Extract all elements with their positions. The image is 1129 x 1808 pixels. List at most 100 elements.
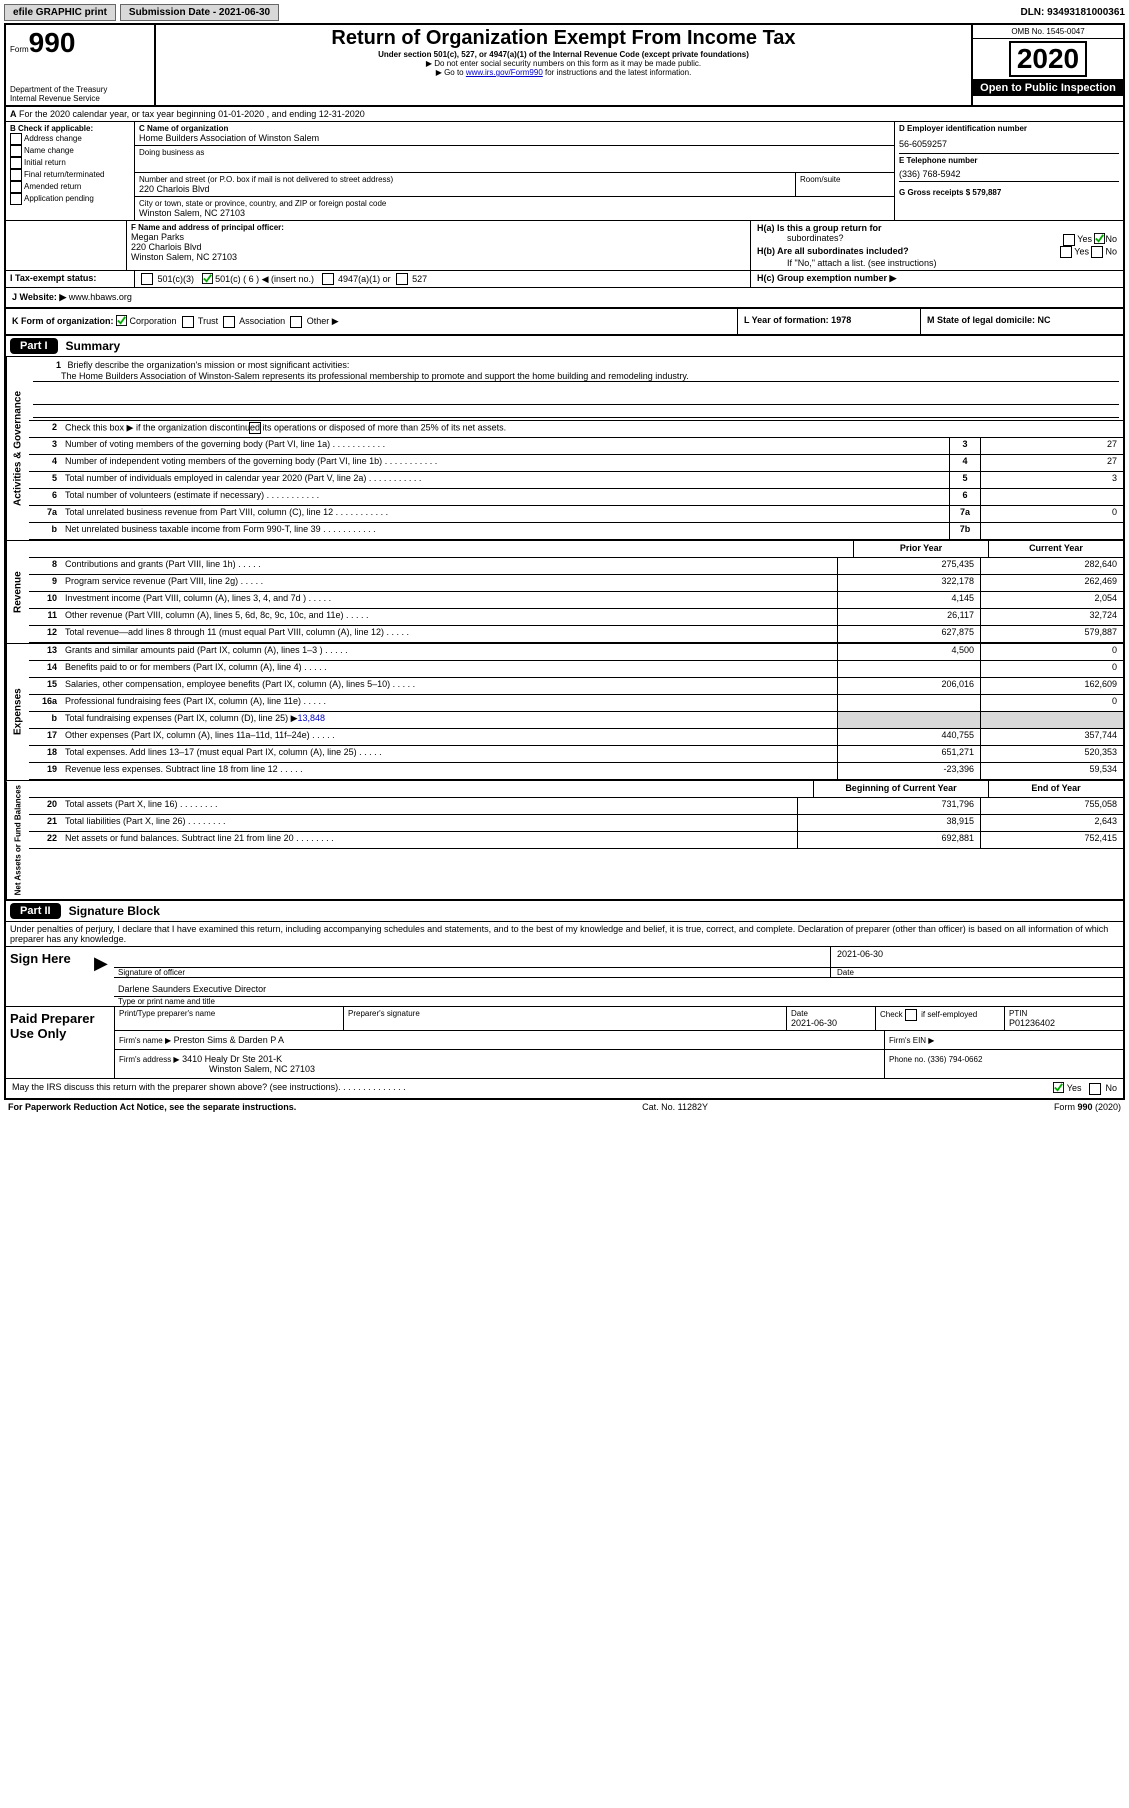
section-j: J Website: ▶ www.hbaws.org <box>6 288 1123 309</box>
b-title: B Check if applicable: <box>10 124 130 133</box>
exp-row: 13Grants and similar amounts paid (Part … <box>29 644 1123 661</box>
header-right: OMB No. 1545-0047 2020 Open to Public In… <box>973 25 1123 105</box>
sign-arrow-icon: ▶ <box>94 947 114 1006</box>
part-i-label: Part I <box>10 338 58 354</box>
b-opt-5[interactable]: Application pending <box>10 193 130 205</box>
chk-501c[interactable] <box>202 273 213 284</box>
rev-row: 9Program service revenue (Part VIII, lin… <box>29 575 1123 592</box>
topbar: efile GRAPHIC print Submission Date - 20… <box>4 4 1125 21</box>
form-container: Form990 Department of the Treasury Inter… <box>4 23 1125 1100</box>
section-klm: K Form of organization: Corporation Trus… <box>6 309 1123 336</box>
paid-preparer-row: Paid Preparer Use Only Print/Type prepar… <box>6 1007 1123 1079</box>
efile-btn[interactable]: efile GRAPHIC print <box>4 4 116 21</box>
col-end: End of Year <box>988 781 1123 797</box>
f-label: F Name and address of principal officer: <box>131 223 746 232</box>
instructions-link[interactable]: www.irs.gov/Form990 <box>466 68 543 77</box>
self-employed[interactable]: Check if self-employed <box>876 1007 1005 1030</box>
hb2: If "No," attach a list. (see instruction… <box>757 258 1117 268</box>
col-f: F Name and address of principal officer:… <box>127 221 751 270</box>
b-opt-2[interactable]: Initial return <box>10 157 130 169</box>
room-label: Room/suite <box>800 175 890 184</box>
hb-yesno[interactable]: Yes No <box>1060 246 1117 258</box>
col-b: B Check if applicable: Address change Na… <box>6 122 135 220</box>
note2-pre: ▶ Go to <box>436 68 466 77</box>
vlabel-gov: Activities & Governance <box>6 357 29 540</box>
name-title-label: Type or print name and title <box>114 997 1123 1006</box>
section-k: K Form of organization: Corporation Trus… <box>6 309 737 334</box>
col-deg: D Employer identification number 56-6059… <box>894 122 1123 220</box>
period-a: A For the 2020 calendar year, or tax yea… <box>6 107 1123 122</box>
tax-year: 2020 <box>1009 41 1087 77</box>
b-opt-1[interactable]: Name change <box>10 145 130 157</box>
b-opt-4[interactable]: Amended return <box>10 181 130 193</box>
city-label: City or town, state or province, country… <box>139 199 890 208</box>
chk-corp[interactable] <box>116 315 127 326</box>
sig-date-label: Date <box>831 968 1123 977</box>
gov-row: 3Number of voting members of the governi… <box>29 438 1123 455</box>
exp-row: 16aProfessional fundraising fees (Part I… <box>29 695 1123 712</box>
discuss-row: May the IRS discuss this return with the… <box>6 1079 1123 1098</box>
chk-assoc[interactable] <box>223 316 235 328</box>
prep-date-lbl: Date <box>791 1009 871 1018</box>
omb: OMB No. 1545-0047 <box>973 25 1123 39</box>
net-row: 22Net assets or fund balances. Subtract … <box>29 832 1123 849</box>
ha2: subordinates? <box>757 233 844 246</box>
gov-row: bNet unrelated business taxable income f… <box>29 523 1123 540</box>
col-current: Current Year <box>988 541 1123 557</box>
chk-501c3[interactable] <box>141 273 153 285</box>
org-name: Home Builders Association of Winston Sal… <box>139 133 890 143</box>
i-label: I Tax-exempt status: <box>10 273 96 283</box>
form-subtitle: Under section 501(c), 527, or 4947(a)(1)… <box>160 50 967 59</box>
discuss-label: May the IRS discuss this return with the… <box>12 1082 338 1095</box>
part-ii-header: Part II Signature Block <box>6 901 1123 922</box>
part-ii-label: Part II <box>10 903 61 919</box>
exp-row: 18Total expenses. Add lines 13–17 (must … <box>29 746 1123 763</box>
ptin-label: PTIN <box>1009 1009 1119 1018</box>
ha-label: H(a) Is this a group return for <box>757 223 882 233</box>
exp-block: Expenses 13Grants and similar amounts pa… <box>6 644 1123 781</box>
gov-row: 5Total number of individuals employed in… <box>29 472 1123 489</box>
dept: Department of the Treasury Internal Reve… <box>10 85 150 103</box>
open-inspection: Open to Public Inspection <box>973 80 1123 96</box>
d-label: D Employer identification number <box>899 124 1119 133</box>
ha-yesno[interactable]: Yes No <box>1063 233 1117 246</box>
exp-row: bTotal fundraising expenses (Part IX, co… <box>29 712 1123 729</box>
chk-4947[interactable] <box>322 273 334 285</box>
header-note1: ▶ Do not enter social security numbers o… <box>160 59 967 68</box>
rev-row: 10Investment income (Part VIII, column (… <box>29 592 1123 609</box>
firm-name-label: Firm's name ▶ <box>119 1036 171 1045</box>
net-row: 20Total assets (Part X, line 16) . . . .… <box>29 798 1123 815</box>
period-text: For the 2020 calendar year, or tax year … <box>19 109 365 119</box>
b-opt-3[interactable]: Final return/terminated <box>10 169 130 181</box>
sign-here: Sign Here <box>6 947 94 1006</box>
chk-527[interactable] <box>396 273 408 285</box>
gov-row: 6Total number of volunteers (estimate if… <box>29 489 1123 506</box>
footer-left: For Paperwork Reduction Act Notice, see … <box>8 1102 296 1112</box>
chk-other[interactable] <box>290 316 302 328</box>
gov-row: 4Number of independent voting members of… <box>29 455 1123 472</box>
submission-date: Submission Date - 2021-06-30 <box>120 4 279 21</box>
officer-name-title: Darlene Saunders Executive Director <box>114 982 1123 997</box>
footer-right: Form 990 (2020) <box>1054 1102 1121 1112</box>
g-label: G Gross receipts $ 579,887 <box>899 188 1119 197</box>
phone-label: Phone no. (336) 794-0662 <box>889 1055 982 1064</box>
prep-name-label: Print/Type preparer's name <box>119 1009 339 1018</box>
form-number: 990 <box>29 27 76 58</box>
prep-sig-label: Preparer's signature <box>348 1009 782 1018</box>
b-opt-0[interactable]: Address change <box>10 133 130 145</box>
firm-addr-label: Firm's address ▶ <box>119 1055 180 1064</box>
header-row: Form990 Department of the Treasury Inter… <box>6 25 1123 107</box>
firm-addr1: 3410 Healy Dr Ste 201-K <box>182 1054 282 1064</box>
header-note2: ▶ Go to www.irs.gov/Form990 for instruct… <box>160 68 967 77</box>
chk-trust[interactable] <box>182 316 194 328</box>
website[interactable]: www.hbaws.org <box>69 292 132 302</box>
section-i: I Tax-exempt status: 501(c)(3) 501(c) ( … <box>6 271 1123 289</box>
discuss-yesno[interactable]: Yes No <box>1053 1082 1117 1095</box>
sig-officer-label: Signature of officer <box>114 968 831 977</box>
paid-preparer-label: Paid Preparer Use Only <box>6 1007 114 1078</box>
addr-label: Number and street (or P.O. box if mail i… <box>139 175 791 184</box>
mission-text: The Home Builders Association of Winston… <box>33 371 1119 382</box>
section-m: M State of legal domicile: NC <box>920 309 1123 334</box>
chk-discontinued[interactable] <box>249 422 261 434</box>
c-name-label: C Name of organization <box>139 124 890 133</box>
